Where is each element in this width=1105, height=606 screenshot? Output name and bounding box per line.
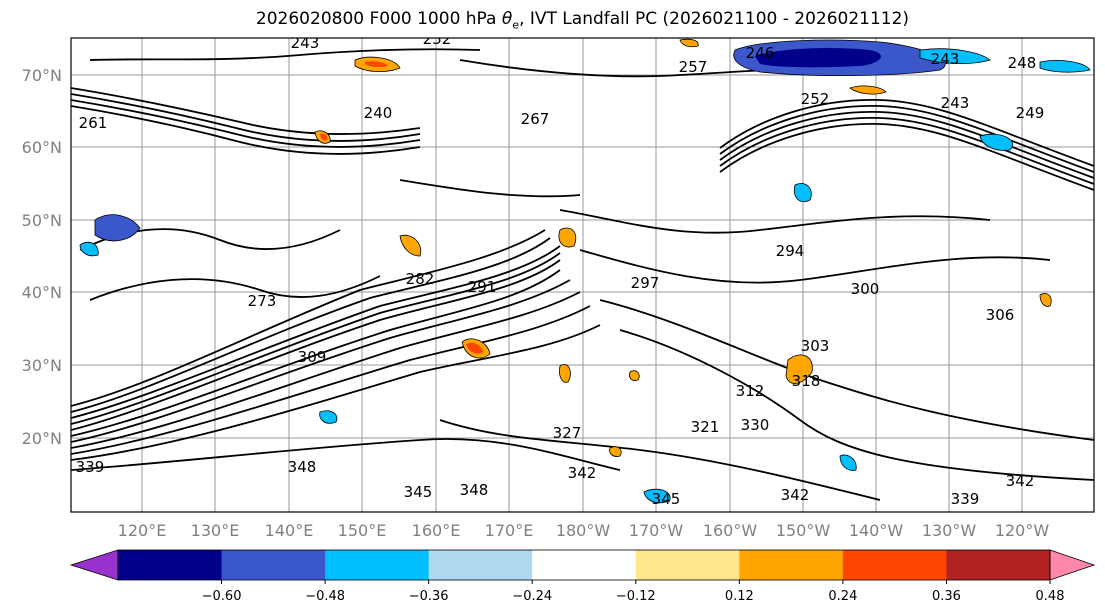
contour-label: 348 xyxy=(460,481,489,499)
contour-label: 300 xyxy=(851,280,880,298)
lon-label: 140°E xyxy=(265,521,314,540)
lon-label: 130°W xyxy=(922,521,977,540)
contour-label: 243 xyxy=(291,34,320,52)
lon-label: 140°W xyxy=(849,521,904,540)
contour-label: 321 xyxy=(691,418,720,436)
colorbar-extend-low xyxy=(69,549,119,581)
colorbar-extend-high xyxy=(1049,549,1096,581)
contour-label: 291 xyxy=(468,278,497,296)
colorbar-swatch xyxy=(118,550,223,580)
lon-label: 170°W xyxy=(629,521,684,540)
map-frame xyxy=(70,37,1095,513)
contour-label: 342 xyxy=(568,464,597,482)
contour-label: 261 xyxy=(79,114,108,132)
theta-e-contours xyxy=(71,48,1094,501)
colorbar-tick-label: −0.60 xyxy=(202,589,242,604)
contour-label: 303 xyxy=(801,337,830,355)
contour-label: 306 xyxy=(986,306,1015,324)
lat-label: 60°N xyxy=(22,138,62,157)
contour-label: 252 xyxy=(801,90,830,108)
lon-label: 150°E xyxy=(338,521,387,540)
colorbar-tick-label: −0.36 xyxy=(409,589,449,604)
contour-label: 330 xyxy=(741,416,770,434)
lat-label: 50°N xyxy=(22,211,62,230)
colorbar-tick-label: −0.48 xyxy=(305,589,345,604)
ivt-pc-shading xyxy=(79,38,1091,504)
lat-label: 40°N xyxy=(22,283,62,302)
contour-label: 294 xyxy=(776,242,805,260)
colorbar-swatch xyxy=(635,550,740,580)
contour-label: 339 xyxy=(76,458,105,476)
contour-label: 246 xyxy=(746,44,775,62)
lat-label: 70°N xyxy=(22,66,62,85)
colorbar-tick-label: 0.36 xyxy=(932,589,961,604)
contour-label: 248 xyxy=(1008,54,1037,72)
contour-labels: 243 252 257 246 243 248 261 240 267 252 243 249 294 2… xyxy=(76,30,1045,508)
contour-label: 282 xyxy=(406,270,435,288)
contour-label: 249 xyxy=(1016,104,1045,122)
lon-label: 120°E xyxy=(118,521,167,540)
colorbar-tick-label: 0.12 xyxy=(725,589,754,604)
contour-label: 297 xyxy=(631,274,660,292)
figure-title: 2026020800 F000 1000 hPa θe, IVT Landfal… xyxy=(255,9,910,32)
contour-label: 345 xyxy=(404,483,433,501)
lon-label: 170°E xyxy=(485,521,534,540)
lon-label: 130°E xyxy=(191,521,240,540)
contour-label: 309 xyxy=(298,348,327,366)
contour-label: 240 xyxy=(364,104,393,122)
colorbar-swatch xyxy=(221,550,326,580)
lat-label: 30°N xyxy=(22,356,62,375)
longitude-axis: 120°E 130°E 140°E 150°E 160°E 170°E 180°W 170°W… xyxy=(118,521,1050,540)
contour-label: 342 xyxy=(781,486,810,504)
lat-label: 20°N xyxy=(22,429,62,448)
map-panel: 243 252 257 246 243 248 261 240 267 252 243 249 294 2… xyxy=(70,30,1095,513)
contour-label: 312 xyxy=(736,382,765,400)
colorbar-swatch xyxy=(739,550,844,580)
contour-label: 252 xyxy=(423,30,452,48)
contour-label: 327 xyxy=(553,424,582,442)
colorbar-swatch xyxy=(532,550,637,580)
colorbar-swatch xyxy=(842,550,947,580)
contour-label: 257 xyxy=(679,58,708,76)
lon-label: 160°E xyxy=(412,521,461,540)
contour-label: 345 xyxy=(652,490,681,508)
colorbar-tick-label: 0.48 xyxy=(1036,589,1065,604)
contour-label: 243 xyxy=(931,50,960,68)
lon-label: 180°W xyxy=(556,521,611,540)
colorbar: −0.60 −0.48 −0.36 −0.24 −0.12 0.12 0.24 0.36 0.4… xyxy=(69,549,1096,604)
lon-label: 150°W xyxy=(776,521,831,540)
contour-label: 243 xyxy=(941,94,970,112)
contour-label: 339 xyxy=(951,490,980,508)
lon-label: 160°W xyxy=(703,521,758,540)
colorbar-frame xyxy=(117,549,1051,581)
contour-label: 348 xyxy=(288,458,317,476)
colorbar-swatch xyxy=(428,550,533,580)
contour-label: 342 xyxy=(1006,472,1035,490)
colorbar-tick-label: 0.24 xyxy=(828,589,857,604)
latitude-axis: 70°N 60°N 50°N 40°N 30°N 20°N xyxy=(22,66,62,448)
lon-label: 120°W xyxy=(995,521,1050,540)
colorbar-swatch xyxy=(946,550,1051,580)
contour-label: 318 xyxy=(792,372,821,390)
contour-label: 267 xyxy=(521,110,550,128)
contour-label: 273 xyxy=(248,292,277,310)
colorbar-swatch xyxy=(325,550,430,580)
colorbar-tick-label: −0.24 xyxy=(512,589,552,604)
colorbar-tick-label: −0.12 xyxy=(616,589,656,604)
